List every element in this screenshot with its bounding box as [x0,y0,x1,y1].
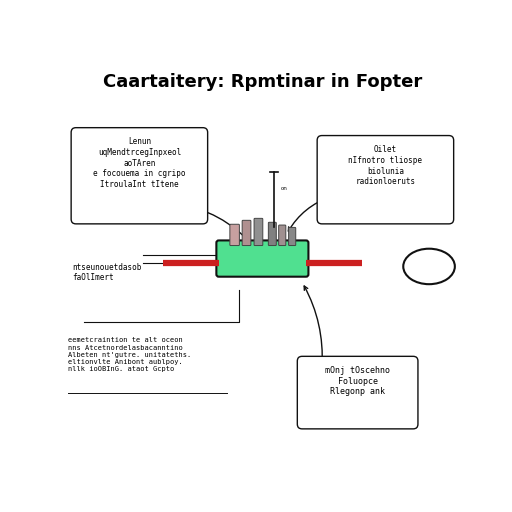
FancyBboxPatch shape [217,241,308,276]
FancyBboxPatch shape [230,224,240,246]
FancyBboxPatch shape [254,218,263,246]
Text: on: on [280,185,287,190]
FancyBboxPatch shape [268,222,276,246]
Text: ntseunouetdasob
faOlImert: ntseunouetdasob faOlImert [72,263,141,282]
Text: Lenun
uqMendtrcegInpxeol
aoTAren
e focouema in cgripo
ItroulaInt tItene: Lenun uqMendtrcegInpxeol aoTAren e focou… [93,137,186,189]
FancyBboxPatch shape [289,227,296,246]
Text: eemetcraintion te alt oceon
nns Atcetnordelasbacanntino
Albeten nt'gutre. unitat: eemetcraintion te alt oceon nns Atcetnor… [68,337,191,372]
FancyBboxPatch shape [297,356,418,429]
FancyBboxPatch shape [242,220,251,246]
Text: Oilet
nIfnotro tliospe
biolunia
radionloeruts: Oilet nIfnotro tliospe biolunia radionlo… [348,145,422,186]
Text: mOnj tOscehno
Foluopce
Rlegonp ank: mOnj tOscehno Foluopce Rlegonp ank [325,366,390,396]
Text: Caartaitery: Rpmtinar in Fopter: Caartaitery: Rpmtinar in Fopter [103,73,422,91]
FancyBboxPatch shape [317,136,454,224]
FancyBboxPatch shape [71,127,208,224]
FancyBboxPatch shape [279,225,286,246]
